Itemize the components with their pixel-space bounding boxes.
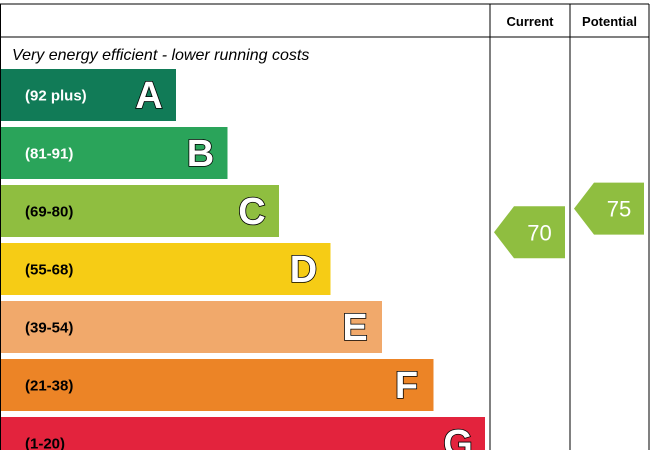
band-bar-e (1, 301, 382, 353)
band-range-label: (69-80) (25, 204, 73, 221)
top-caption: Very energy efficient - lower running co… (12, 47, 309, 64)
band-bar-d (1, 243, 331, 295)
band-bar-g (1, 417, 485, 450)
band-bar-b (1, 127, 228, 179)
band-bar-f (1, 359, 434, 411)
band-range-label: (1-20) (25, 436, 65, 450)
potential-rating-arrow: 75 (574, 182, 644, 235)
band-letter-label: D (290, 249, 317, 291)
potential-column-header: Potential (582, 14, 637, 29)
band-letter-label: C (238, 191, 265, 233)
band-letter-label: G (443, 423, 473, 450)
current-rating-arrow-value: 70 (527, 220, 551, 245)
band-letter-label: B (187, 133, 214, 175)
band-d: (55-68) D (1, 243, 331, 295)
band-letter-label: F (395, 365, 418, 407)
band-bar-a (1, 69, 176, 121)
band-bar-c (1, 185, 279, 237)
band-letter-label: A (135, 75, 162, 117)
band-e: (39-54) E (1, 301, 382, 353)
band-range-label: (55-68) (25, 262, 73, 279)
current-rating-arrow: 70 (494, 206, 565, 259)
band-c: (69-80) C (1, 185, 279, 237)
band-letter-label: E (342, 307, 367, 349)
band-range-label: (39-54) (25, 320, 73, 337)
band-range-label: (21-38) (25, 378, 73, 395)
band-a: (92 plus) A (1, 69, 176, 121)
band-g: (1-20) G (1, 417, 485, 450)
band-range-label: (92 plus) (25, 88, 87, 105)
current-rating-arrow-shape (494, 206, 565, 259)
current-column-header: Current (507, 14, 555, 29)
potential-rating-arrow-value: 75 (607, 197, 631, 222)
band-range-label: (81-91) (25, 146, 73, 163)
potential-rating-arrow-shape (574, 182, 644, 235)
band-b: (81-91) B (1, 127, 228, 179)
band-f: (21-38) F (1, 359, 434, 411)
